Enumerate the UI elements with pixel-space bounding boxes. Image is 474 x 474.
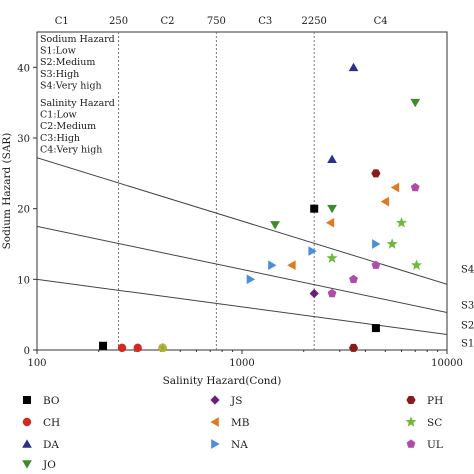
classification-text-0: Sodium Hazard xyxy=(40,34,115,45)
legend-label-ph: PH xyxy=(427,395,443,407)
x-tick-label-1000: 1000 xyxy=(229,358,254,369)
point-js-0 xyxy=(309,288,319,299)
class-label-C4: C4 xyxy=(374,16,388,27)
sodium-right-label-S4: S4 xyxy=(461,264,474,275)
legend: BO CH DA JO JS MB NA PH SC UL xyxy=(22,395,443,471)
sodium-right-label-S1: S1 xyxy=(461,338,474,349)
point-da-0 xyxy=(327,154,337,163)
point-sc-3 xyxy=(410,259,423,270)
sodium-right-label-S3: S3 xyxy=(461,301,474,312)
point-mb-3 xyxy=(390,182,400,193)
classification-text-5: Salinity Hazard xyxy=(40,98,115,109)
boundary-label-250: 250 xyxy=(109,16,128,27)
point-bo-1 xyxy=(310,204,319,213)
point-bo-0 xyxy=(99,341,108,350)
legend-label-js: JS xyxy=(230,395,242,407)
y-tick-label-30: 30 xyxy=(17,134,30,145)
point-ul-1 xyxy=(349,274,358,284)
point-na-3 xyxy=(372,239,381,249)
classification-text-6: C1:Low xyxy=(40,110,77,121)
legend-label-sc: SC xyxy=(427,417,442,429)
boundary-label-750: 750 xyxy=(207,16,226,27)
legend-label-ul: UL xyxy=(427,439,443,451)
point-da-1 xyxy=(348,62,359,72)
classification-text-2: S2:Medium xyxy=(40,57,95,68)
legend-label-ch: CH xyxy=(43,417,60,429)
y-tick-label-10: 10 xyxy=(17,275,30,286)
y-tick-label-40: 40 xyxy=(17,63,30,74)
legend-marker-ul xyxy=(406,439,416,448)
legend-marker-ph xyxy=(406,396,416,404)
x-axis-label: Salinity Hazard(Cond) xyxy=(163,375,282,387)
point-ul-0 xyxy=(327,288,337,298)
classification-text-7: C2:Medium xyxy=(40,121,96,132)
y-axis-label: Sodium Hazard (SAR) xyxy=(1,133,13,250)
data-points xyxy=(99,62,423,353)
point-ul-2 xyxy=(371,260,381,269)
classification-text-1: S1:Low xyxy=(40,46,76,57)
point-jo-1 xyxy=(327,204,337,214)
x-tick-label-10000: 10000 xyxy=(431,358,463,369)
class-label-C2: C2 xyxy=(160,16,174,27)
point-mb-1 xyxy=(325,217,335,228)
legend-label-na: NA xyxy=(231,439,248,451)
boundary-label-2250: 2250 xyxy=(301,16,326,27)
x-tick-label-100: 100 xyxy=(27,358,46,369)
legend-marker-js xyxy=(210,395,220,405)
legend-marker-ch xyxy=(22,417,32,427)
point-mb-0 xyxy=(287,260,296,271)
point-mixed-low-0 xyxy=(158,343,168,353)
point-ch-1 xyxy=(133,343,142,353)
legend-marker-mb xyxy=(210,417,219,427)
legend-label-mb: MB xyxy=(231,417,250,429)
legend-marker-bo xyxy=(23,396,31,404)
legend-marker-jo xyxy=(22,460,32,469)
point-bo-2 xyxy=(371,324,380,333)
point-ph-1 xyxy=(371,169,381,178)
point-sc-1 xyxy=(386,238,398,249)
sodium-right-label-S2: S2 xyxy=(461,320,474,331)
classification-text-3: S3:High xyxy=(40,69,79,80)
sodium-line-S2 xyxy=(37,278,447,335)
point-jo-0 xyxy=(270,221,280,230)
point-mixed-low-0-star xyxy=(158,343,167,352)
sodium-lines xyxy=(37,157,447,335)
legend-marker-sc xyxy=(405,416,417,427)
point-na-2 xyxy=(308,246,317,256)
point-sc-0 xyxy=(326,252,338,263)
classification-text-4: S4:Very high xyxy=(40,80,102,91)
class-label-C1: C1 xyxy=(55,16,69,27)
legend-marker-na xyxy=(211,439,220,449)
y-tick-label-0: 0 xyxy=(24,346,30,357)
class-label-C3: C3 xyxy=(258,16,272,27)
point-ph-0 xyxy=(348,343,359,352)
point-jo-2 xyxy=(410,98,421,108)
classification-text-8: C3:High xyxy=(40,133,80,144)
legend-label-jo: JO xyxy=(42,459,56,471)
legend-marker-da xyxy=(22,439,32,448)
point-na-1 xyxy=(268,260,277,271)
legend-label-da: DA xyxy=(43,439,59,451)
sodium-line-S4 xyxy=(37,157,447,285)
sodium-line-S3 xyxy=(37,225,447,314)
y-tick-label-20: 20 xyxy=(17,205,30,216)
point-sc-2 xyxy=(396,217,408,228)
classification-text-9: C4:Very high xyxy=(40,144,102,155)
point-ul-3 xyxy=(410,182,420,192)
legend-label-bo: BO xyxy=(43,395,60,407)
point-mb-2 xyxy=(380,196,390,207)
point-ch-0 xyxy=(117,343,127,353)
point-na-0 xyxy=(246,274,256,285)
